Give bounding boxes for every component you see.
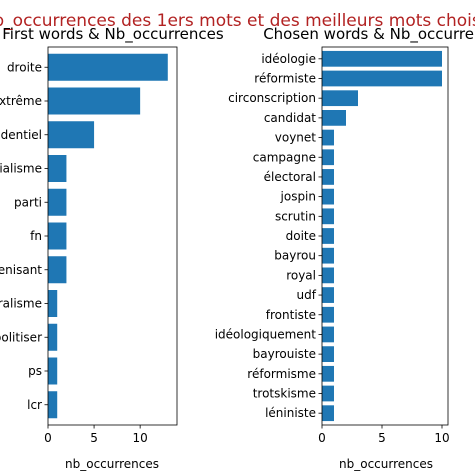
- left-y-tick-label: libéralisme: [0, 297, 42, 311]
- left-bar: [48, 290, 58, 317]
- left-bar: [48, 87, 141, 115]
- left-bar: [48, 391, 58, 419]
- left-bar: [48, 256, 67, 284]
- right-y-tick-label: udf: [297, 288, 317, 302]
- right-bar: [322, 50, 442, 67]
- left-bar: [48, 121, 95, 149]
- right-bar: [322, 169, 334, 185]
- right-panel: Chosen words & Nb_occurrences idéologie r…: [215, 25, 475, 471]
- right-y-tick-label: idéologiquement: [215, 327, 317, 341]
- left-panel-title: First words & Nb_occurrences: [2, 25, 224, 44]
- right-bar: [322, 247, 334, 264]
- right-y-tick-label: bayrou: [274, 249, 316, 263]
- right-bar: [322, 208, 334, 225]
- left-bar: [48, 222, 67, 250]
- right-x-tick-label: 5: [378, 431, 386, 445]
- right-y-tick-label: réformisme: [247, 367, 316, 381]
- right-bar: [322, 365, 334, 382]
- left-x-tick-label: 10: [133, 431, 148, 445]
- right-bar: [322, 306, 334, 323]
- left-y-tick-label: politiser: [0, 330, 42, 344]
- right-bar: [322, 149, 334, 166]
- left-bar: [48, 155, 67, 182]
- left-bar: [48, 188, 67, 216]
- right-x-axis-label: nb_occurrences: [339, 457, 433, 471]
- right-bar: [322, 326, 334, 343]
- left-y-tick-label: fn: [30, 229, 42, 243]
- right-bar: [322, 90, 358, 107]
- left-axes-frame: [47, 46, 178, 426]
- right-y-tick-label: candidat: [264, 111, 316, 125]
- right-y-tick-label: frontiste: [266, 308, 316, 322]
- right-bar: [322, 129, 334, 146]
- right-bar: [322, 405, 334, 422]
- right-bar: [322, 228, 334, 244]
- right-bar: [322, 287, 334, 303]
- right-bar: [322, 267, 334, 284]
- right-y-tick-label: électoral: [264, 170, 316, 184]
- right-y-tick-label: bayrouiste: [253, 347, 316, 361]
- left-x-tick-label: 0: [44, 431, 52, 445]
- right-bar: [322, 70, 442, 87]
- left-y-tick-label: ps: [28, 364, 42, 378]
- figure-suptitle: Nb_occurrences des 1ers mots et des meil…: [0, 11, 475, 31]
- left-x-axis-label: nb_occurrences: [65, 457, 159, 471]
- left-y-tick-label: lcr: [27, 398, 42, 412]
- right-y-tick-label: réformiste: [254, 72, 316, 86]
- left-y-tick-label: socialisme: [0, 162, 42, 176]
- left-y-tick-label: droite: [7, 60, 42, 74]
- right-y-tick-label: trotskisme: [253, 387, 316, 401]
- left-panel: First words & Nb_occurrences droite extrê…: [0, 25, 224, 471]
- right-bar: [322, 346, 334, 362]
- right-y-tick-label: doite: [286, 229, 316, 243]
- right-y-tick-label: idéologie: [261, 52, 316, 66]
- right-y-tick-label: scrutin: [275, 209, 316, 223]
- right-bar: [322, 110, 346, 126]
- right-plot-area: idéologie réformiste circonscription candid…: [215, 46, 450, 445]
- right-y-tick-label: circonscription: [228, 91, 316, 105]
- right-y-tick-label: léniniste: [265, 406, 316, 420]
- left-bar: [48, 53, 168, 81]
- right-y-tick-label: jospin: [280, 190, 316, 204]
- left-y-tick-label: parti: [14, 195, 42, 209]
- right-x-tick-label: 10: [434, 431, 449, 445]
- right-y-tick-label: royal: [286, 268, 316, 282]
- right-axes-frame: [321, 46, 449, 426]
- right-y-tick-label: campagne: [253, 150, 316, 164]
- left-y-tick-label: gouvernemenisant: [0, 263, 42, 277]
- left-bar: [48, 323, 58, 351]
- right-x-tick-label: 0: [318, 431, 326, 445]
- right-bar: [322, 385, 334, 402]
- right-bar: [322, 188, 334, 205]
- left-y-tick-label: présidentiel: [0, 128, 42, 142]
- right-y-tick-label: voynet: [275, 131, 317, 145]
- right-panel-title: Chosen words & Nb_occurrences: [263, 25, 475, 44]
- left-x-tick-label: 5: [90, 431, 98, 445]
- left-bar: [48, 357, 58, 385]
